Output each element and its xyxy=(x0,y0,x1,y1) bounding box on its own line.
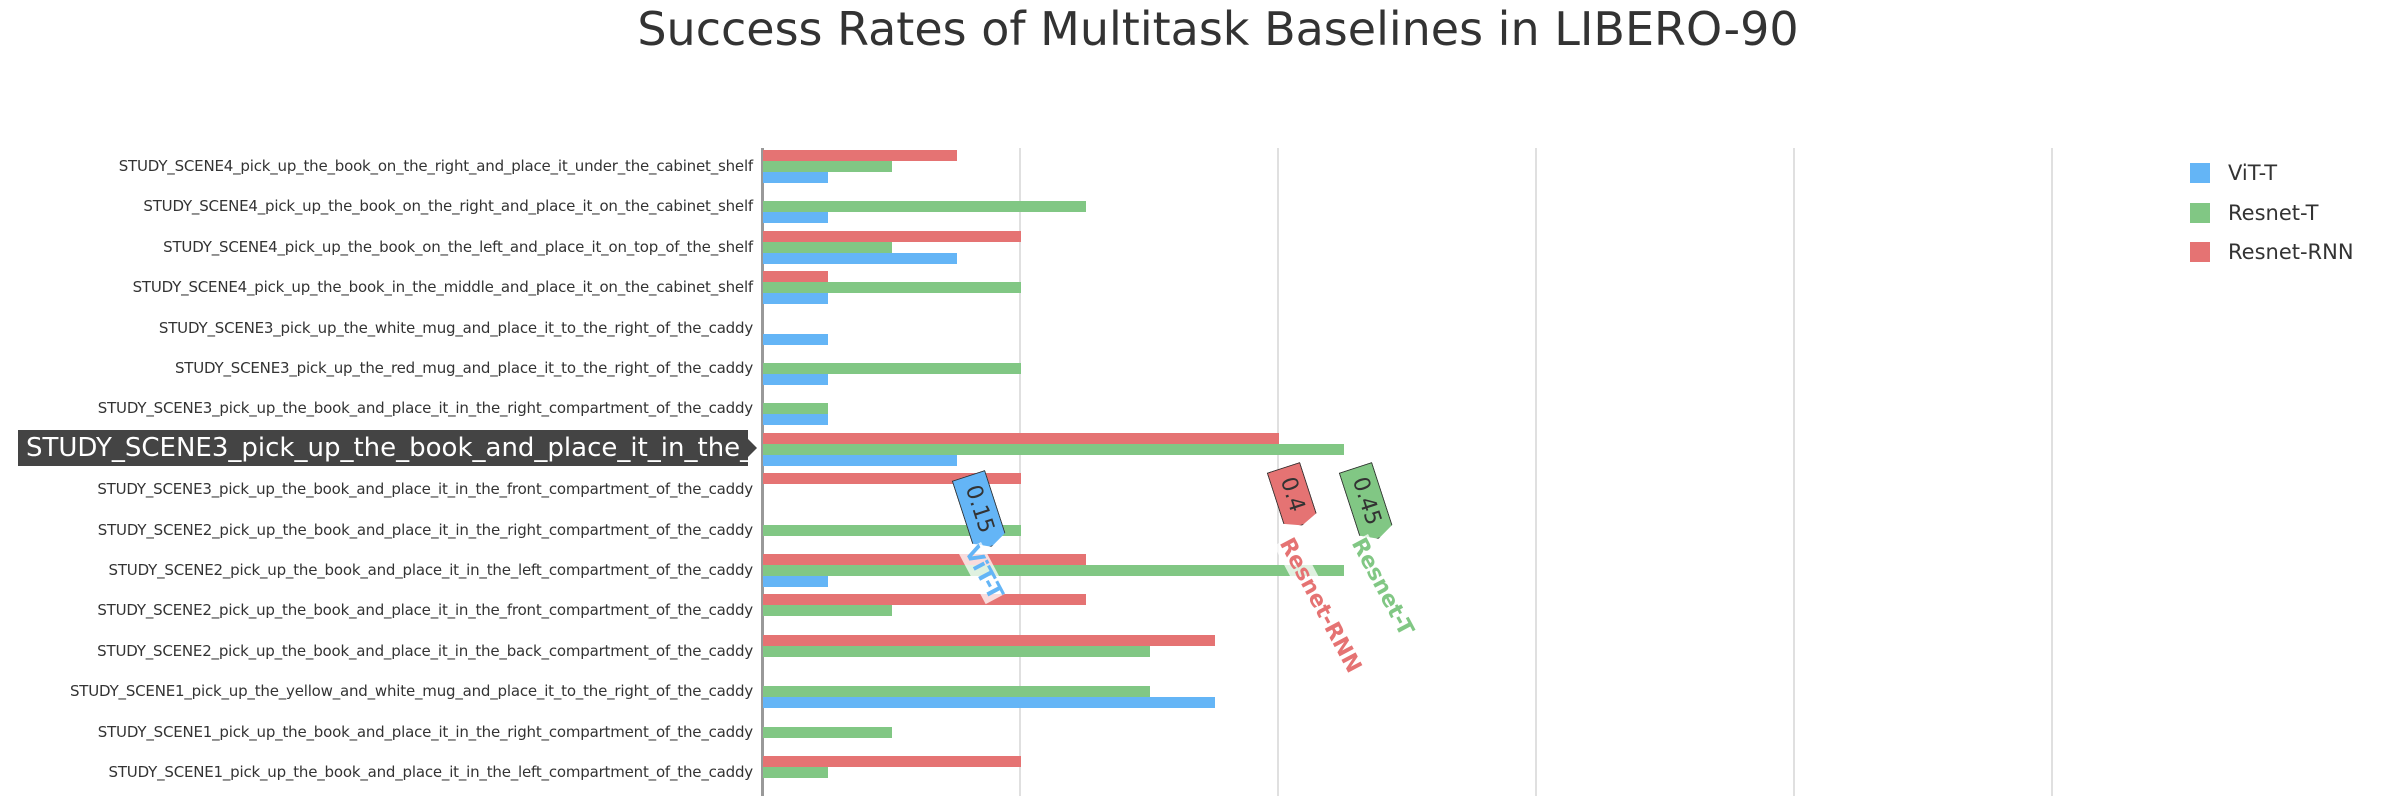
bar-vit-t-4[interactable] xyxy=(763,333,828,345)
legend-label: Resnet-RNN xyxy=(2228,240,2354,264)
bar-resnet-rnn-7[interactable] xyxy=(763,432,1279,444)
category-label: STUDY_SCENE4_pick_up_the_book_on_the_rig… xyxy=(118,157,753,175)
category-label: STUDY_SCENE2_pick_up_the_book_and_place_… xyxy=(97,641,753,660)
category-label: STUDY_SCENE3_pick_up_the_red_mug_and_pla… xyxy=(174,359,753,377)
legend-swatch xyxy=(2190,242,2210,262)
x-axis-line xyxy=(761,148,764,796)
legend-label: ViT-T xyxy=(2228,161,2278,185)
category-label: STUDY_SCENE1_pick_up_the_book_and_place_… xyxy=(97,722,753,741)
bar-vit-t-10[interactable] xyxy=(763,576,828,587)
bar-resnet-t-6[interactable] xyxy=(763,403,828,415)
legend-item-resnet-t[interactable]: Resnet-T xyxy=(2190,200,2319,225)
category-label: STUDY_SCENE4_pick_up_the_book_on_the_rig… xyxy=(143,197,753,216)
legend-swatch xyxy=(2190,202,2210,223)
bar-resnet-t-9[interactable] xyxy=(763,524,1021,536)
bar-resnet-rnn-15[interactable] xyxy=(763,756,1021,767)
bar-vit-t-2[interactable] xyxy=(763,252,957,264)
category-label: STUDY_SCENE4_pick_up_the_book_in_the_mid… xyxy=(132,278,754,297)
category-label: STUDY_SCENE1_pick_up_the_yellow_and_whit… xyxy=(69,682,753,701)
bar-resnet-t-2[interactable] xyxy=(763,241,892,253)
bar-resnet-t-7[interactable] xyxy=(763,443,1344,455)
bar-resnet-t-5[interactable] xyxy=(763,363,1021,374)
bar-vit-t-3[interactable] xyxy=(763,293,828,305)
bar-resnet-rnn-12[interactable] xyxy=(763,634,1215,646)
bar-vit-t-1[interactable] xyxy=(763,212,828,224)
bar-vit-t-7[interactable] xyxy=(763,454,957,466)
bar-resnet-rnn-0[interactable] xyxy=(763,150,957,161)
gridline xyxy=(1535,148,1537,796)
bar-resnet-t-12[interactable] xyxy=(763,645,1150,657)
category-label: STUDY_SCENE2_pick_up_the_book_and_place_… xyxy=(97,601,753,620)
category-label: STUDY_SCENE4_pick_up_the_book_on_the_lef… xyxy=(163,237,753,256)
hover-label-arrow xyxy=(748,439,757,457)
bar-resnet-rnn-11[interactable] xyxy=(763,594,1086,606)
hovered-category-label: STUDY_SCENE3_pick_up_the_book_and_place_… xyxy=(18,430,748,466)
bar-resnet-t-1[interactable] xyxy=(763,201,1086,213)
bar-resnet-t-3[interactable] xyxy=(763,282,1021,294)
category-label: STUDY_SCENE2_pick_up_the_book_and_place_… xyxy=(108,561,754,579)
gridline xyxy=(1019,148,1021,796)
legend-item-vit-t[interactable]: ViT-T xyxy=(2190,161,2278,185)
bar-resnet-t-11[interactable] xyxy=(763,605,892,617)
bar-vit-t-5[interactable] xyxy=(763,374,828,385)
bar-vit-t-0[interactable] xyxy=(763,172,828,183)
bar-resnet-t-10[interactable] xyxy=(763,565,1344,576)
bar-resnet-rnn-3[interactable] xyxy=(763,271,828,283)
category-label: STUDY_SCENE3_pick_up_the_white_mug_and_p… xyxy=(158,318,753,337)
gridline xyxy=(2051,148,2053,796)
bar-resnet-t-0[interactable] xyxy=(763,161,892,172)
gridline xyxy=(1793,148,1795,796)
bar-resnet-t-13[interactable] xyxy=(763,686,1150,698)
chart-title: Success Rates of Multitask Baselines in … xyxy=(637,2,1799,56)
bar-resnet-rnn-2[interactable] xyxy=(763,230,1021,242)
bar-resnet-t-15[interactable] xyxy=(763,767,828,778)
category-label: STUDY_SCENE3_pick_up_the_book_and_place_… xyxy=(97,480,753,499)
bar-resnet-rnn-8[interactable] xyxy=(763,473,1021,485)
legend-swatch xyxy=(2190,163,2210,183)
category-label: STUDY_SCENE3_pick_up_the_book_and_place_… xyxy=(97,399,753,418)
bar-resnet-rnn-10[interactable] xyxy=(763,554,1086,565)
bar-resnet-t-14[interactable] xyxy=(763,726,892,738)
bar-vit-t-13[interactable] xyxy=(763,697,1215,709)
bar-vit-t-6[interactable] xyxy=(763,414,828,426)
category-label: STUDY_SCENE1_pick_up_the_book_and_place_… xyxy=(108,763,754,781)
category-label: STUDY_SCENE2_pick_up_the_book_and_place_… xyxy=(97,520,753,539)
legend-item-resnet-rnn[interactable]: Resnet-RNN xyxy=(2190,240,2354,264)
legend-label: Resnet-T xyxy=(2228,200,2319,225)
